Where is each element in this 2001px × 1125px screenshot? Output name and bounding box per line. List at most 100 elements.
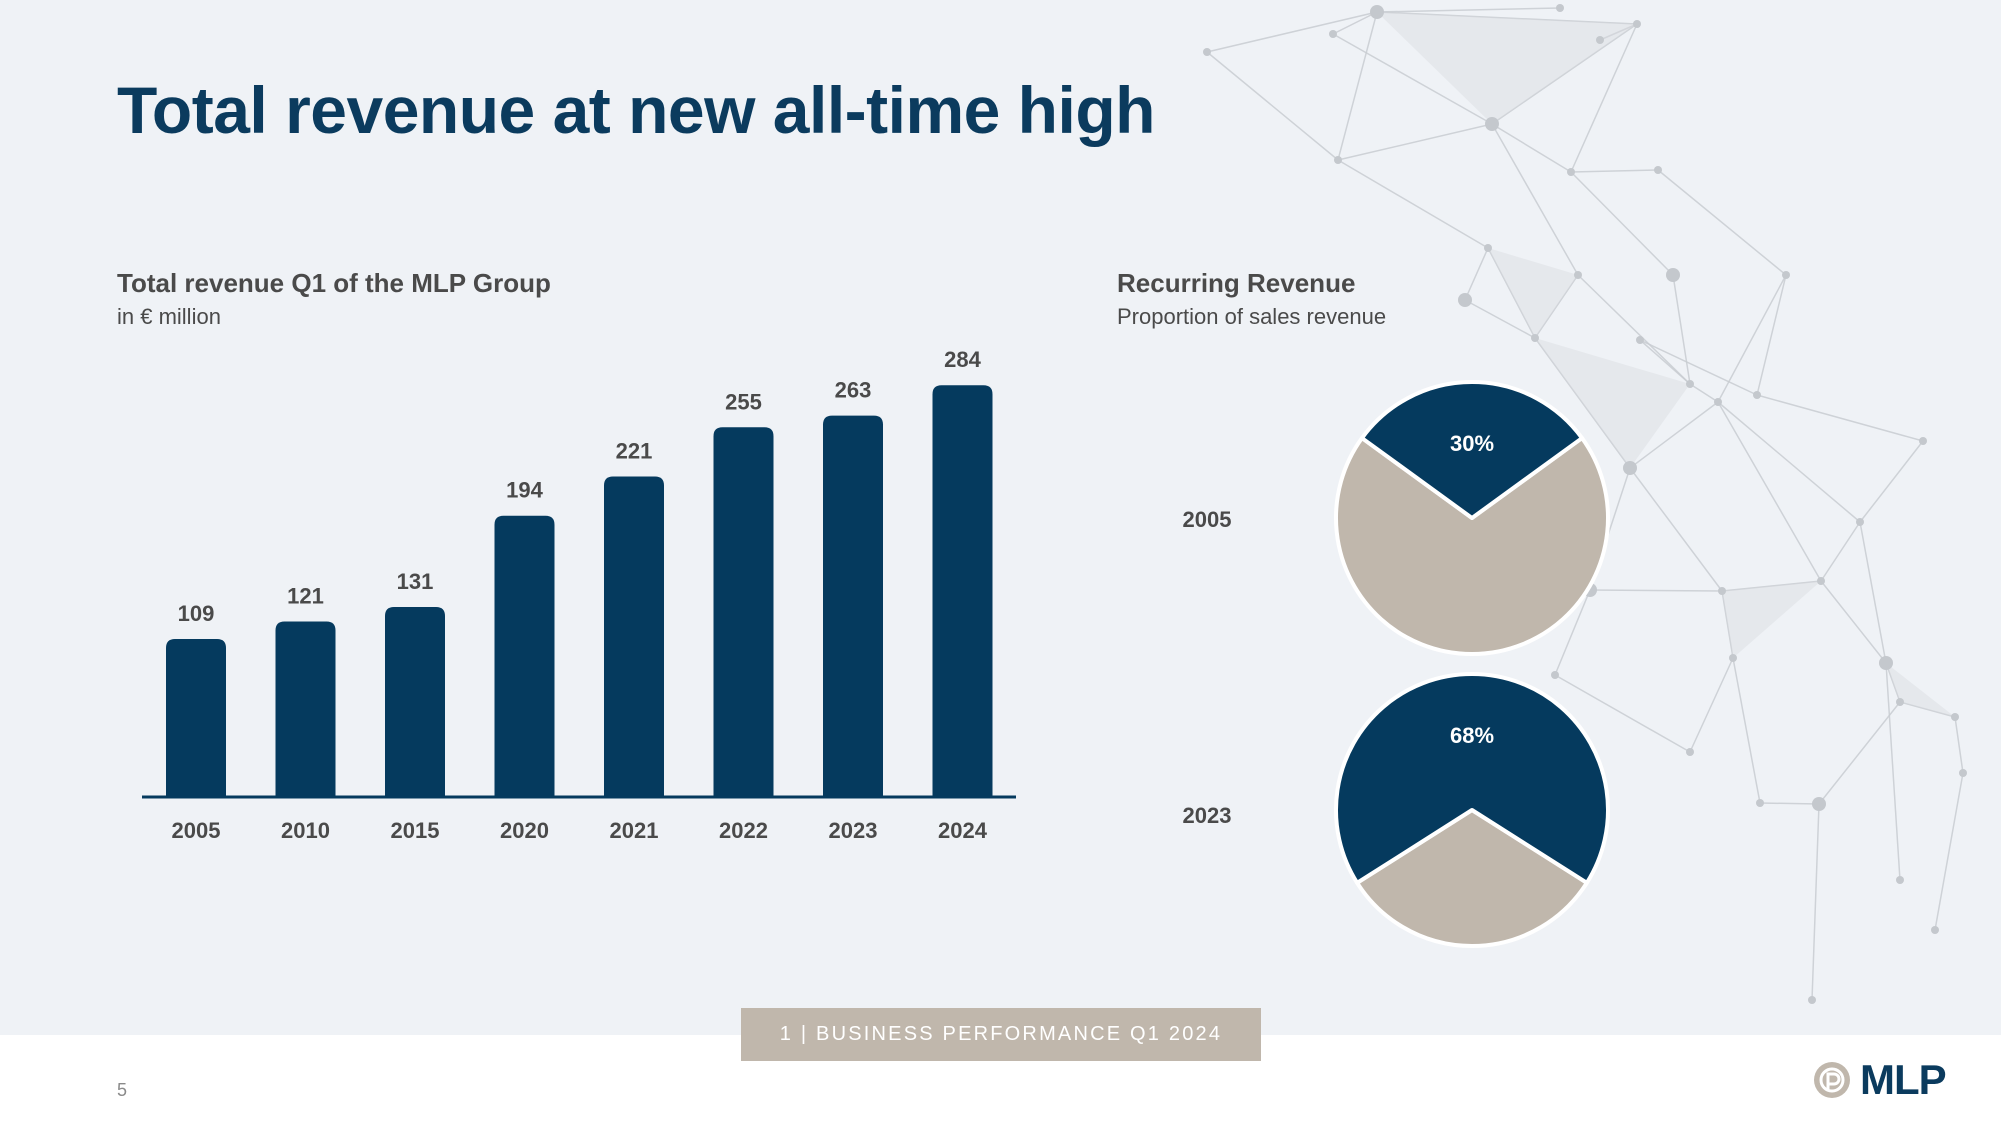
bar-2005 [166, 638, 226, 797]
x-tick-2005: 2005 [172, 818, 221, 843]
pie-2023-recurring-slice [1334, 672, 1610, 885]
network-line [1332, 33, 1493, 125]
data-label-2023: 263 [835, 378, 872, 403]
network-facet [1722, 581, 1821, 658]
network-node [1812, 797, 1826, 811]
network-node [1484, 244, 1492, 252]
x-tick-2020: 2020 [500, 818, 549, 843]
pie-2023-year-label: 2023 [1183, 803, 1232, 828]
network-line [1337, 159, 1489, 249]
network-node [1817, 577, 1825, 585]
network-line [1689, 383, 1719, 403]
bar-2021 [604, 476, 664, 797]
pie-chart-subtitle: Proportion of sales revenue [1117, 304, 1387, 329]
network-line [1577, 274, 1691, 385]
network-node [1485, 117, 1499, 131]
network-node [1959, 769, 1967, 777]
network-line [1721, 590, 1734, 659]
network-line [1885, 662, 1901, 881]
network-node [1856, 518, 1864, 526]
network-line [1206, 11, 1378, 53]
network-node [1531, 334, 1539, 342]
network-node [1808, 996, 1816, 1004]
network-line [1934, 772, 1964, 931]
data-label-2024: 284 [944, 347, 981, 372]
network-line [1689, 657, 1734, 753]
network-line [1899, 701, 1956, 718]
pie-2005-value-label: 30% [1450, 431, 1494, 456]
network-line [1954, 716, 1964, 774]
network-lines [1206, 7, 1964, 1001]
page-title: Total revenue at new all-time high [117, 73, 1155, 147]
network-line [1859, 440, 1924, 523]
x-tick-2023: 2023 [829, 818, 878, 843]
network-node [1623, 461, 1637, 475]
network-node [1686, 748, 1694, 756]
network-line [1337, 11, 1378, 161]
network-node [1782, 271, 1790, 279]
page-number: 5 [117, 1080, 128, 1100]
network-line [1337, 123, 1493, 161]
network-node [1574, 271, 1582, 279]
network-line [1599, 23, 1638, 41]
mlp-logo: MLP [1812, 1056, 1947, 1104]
data-label-2005: 109 [178, 601, 215, 626]
network-line [1570, 23, 1638, 173]
network-line [1756, 274, 1787, 396]
network-line [1629, 467, 1723, 592]
network-line [1464, 299, 1536, 339]
bar-2010 [275, 621, 336, 797]
pie-2023-other-slice [1355, 808, 1589, 948]
network-node [1329, 30, 1337, 38]
x-tick-2022: 2022 [719, 818, 768, 843]
network-line [1629, 401, 1719, 469]
pie-chart-title: Recurring Revenue [1117, 268, 1356, 298]
network-line [1487, 247, 1536, 339]
bar-2015 [385, 607, 445, 797]
data-label-2020: 194 [506, 478, 543, 503]
network-line [1820, 521, 1861, 582]
bar-2022 [713, 427, 774, 797]
bar-chart-title: Total revenue Q1 of the MLP Group [117, 268, 551, 298]
mlp-logo-text: MLP [1860, 1056, 1947, 1103]
data-label-2015: 131 [397, 569, 434, 594]
network-node [1714, 398, 1722, 406]
network-line [1491, 123, 1579, 276]
network-line [1206, 51, 1339, 161]
bar-chart-subtitle: in € million [117, 304, 221, 329]
network-node [1718, 587, 1726, 595]
network-line [1732, 657, 1761, 804]
network-node [1919, 437, 1927, 445]
network-node [1756, 799, 1764, 807]
network-node [1203, 48, 1211, 56]
network-line [1818, 701, 1901, 805]
network-node [1729, 654, 1737, 662]
network-line [1589, 589, 1723, 592]
network-line [1721, 580, 1822, 592]
network-line [1554, 589, 1591, 676]
network-line [1534, 337, 1631, 469]
network-node [1556, 4, 1564, 12]
network-node [1654, 166, 1662, 174]
network-line [1756, 394, 1924, 442]
network-line [1570, 171, 1674, 276]
network-line [1332, 11, 1378, 35]
network-facet [1488, 248, 1578, 338]
network-node [1633, 20, 1641, 28]
network-line [1759, 802, 1820, 805]
network-node [1334, 156, 1342, 164]
section-label: 1 | BUSINESS PERFORMANCE Q1 2024 [741, 1008, 1261, 1061]
network-line [1717, 401, 1822, 582]
network-line [1717, 274, 1787, 403]
network-line [1376, 11, 1638, 25]
bar-2024 [932, 385, 993, 797]
network-line [1639, 339, 1691, 385]
network-node [1666, 268, 1680, 282]
network-node [1458, 293, 1472, 307]
network-line [1811, 803, 1820, 1001]
data-label-2021: 221 [616, 439, 653, 464]
x-tick-2021: 2021 [610, 818, 659, 843]
data-label-2010: 121 [287, 584, 324, 609]
